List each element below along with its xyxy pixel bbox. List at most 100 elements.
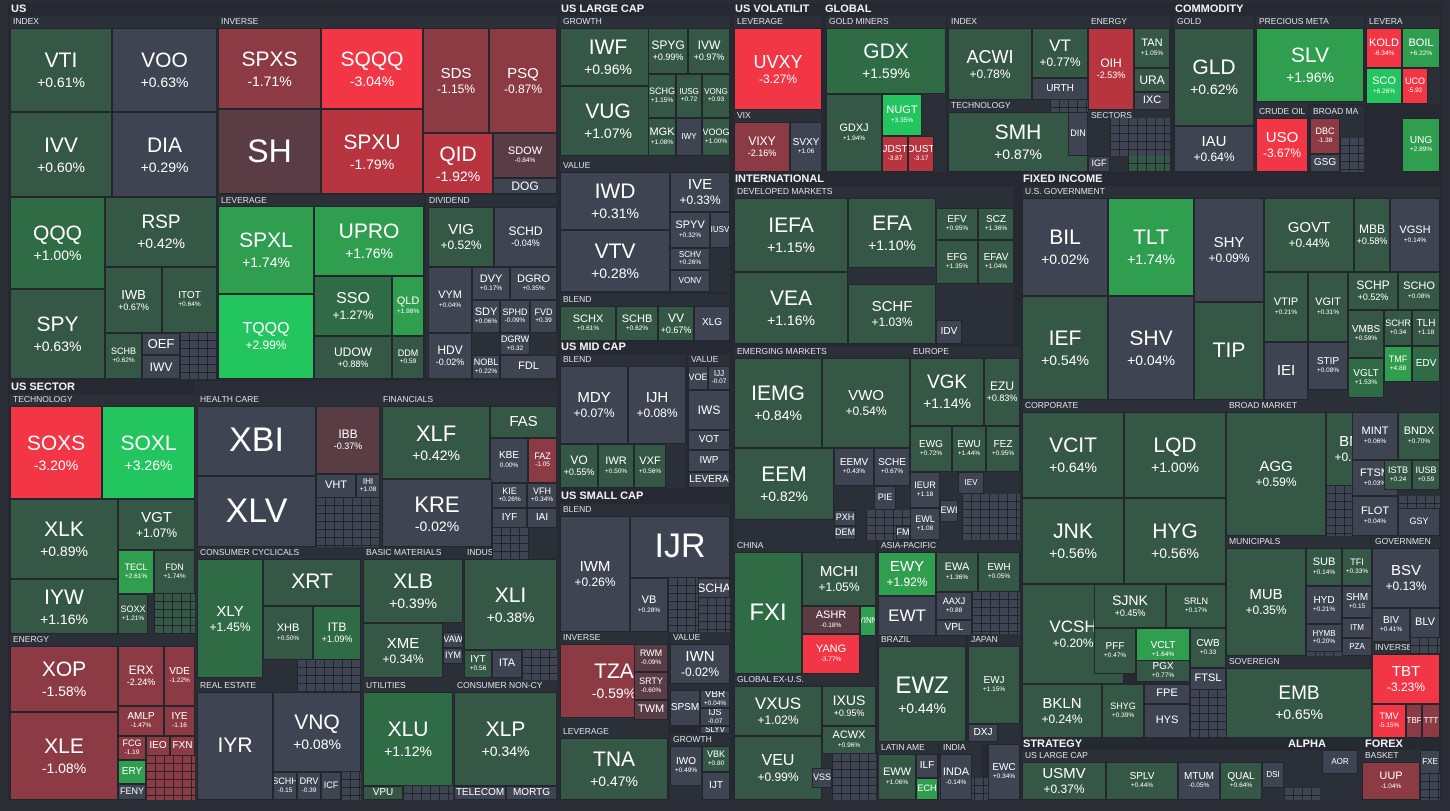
tile-tlh[interactable]: TLH +1.18	[1412, 310, 1440, 346]
tile-ive[interactable]: IVE +0.33%	[670, 172, 730, 212]
tile-vwo[interactable]: VWO +0.54%	[822, 358, 910, 448]
tile-slyv[interactable]: SLYV	[700, 726, 730, 734]
tile-spxl[interactable]: SPXL +1.74%	[218, 206, 314, 294]
tile-splv[interactable]: SPLV +0.44%	[1106, 762, 1178, 800]
tile-ijh[interactable]: IJH +0.08%	[628, 366, 686, 444]
tile-vb[interactable]: VB +0.28%	[630, 578, 668, 632]
tile-vglt[interactable]: VGLT +1.53%	[1348, 358, 1384, 398]
tile-xhb[interactable]: XHB +0.50%	[263, 606, 313, 660]
tile-fdl[interactable]: FDL	[500, 355, 557, 379]
tile-ewu[interactable]: EWU +1.44%	[952, 426, 986, 472]
tile-itb[interactable]: ITB +1.09%	[313, 606, 361, 660]
tile-itot[interactable]: ITOT +0.64%	[162, 267, 217, 333]
tile-spsm[interactable]: SPSM	[670, 690, 700, 726]
tile-mub[interactable]: MUB +0.35%	[1226, 548, 1306, 656]
tile-dust[interactable]: DUST -3.17	[908, 136, 934, 172]
tile-voog[interactable]: VOOG +1.00%	[702, 118, 730, 156]
tile-xlf[interactable]: XLF +0.42%	[382, 406, 490, 479]
tile-dgrw[interactable]: DGRW +0.32	[500, 333, 530, 355]
tile-ddm[interactable]: DDM +0.59	[392, 336, 424, 379]
tile-scz[interactable]: SCZ +1.36%	[978, 208, 1014, 240]
tile-vtv[interactable]: VTV +0.28%	[560, 230, 670, 292]
tile-gdxj[interactable]: GDXJ +1.94%	[826, 94, 882, 172]
tile-vym[interactable]: VYM +0.04%	[428, 267, 472, 333]
tile-vde[interactable]: VDE -1.22%	[164, 646, 195, 706]
tile-xlk[interactable]: XLK +0.89%	[10, 499, 118, 579]
tile-vonv[interactable]: VONV	[670, 270, 710, 292]
tile-uup[interactable]: UUP -1.04%	[1362, 762, 1420, 800]
tile-ura[interactable]: URA	[1134, 68, 1170, 92]
tile-voo[interactable]: VOO +0.63%	[112, 28, 217, 112]
tile-vgit[interactable]: VGIT +0.31%	[1308, 272, 1348, 342]
tile-pxh[interactable]: PXH	[834, 510, 856, 526]
tile-iusb[interactable]: IUSB +0.59	[1412, 460, 1440, 490]
tile-iwy[interactable]: IWY	[676, 118, 702, 156]
tile-ijr[interactable]: IJR	[630, 516, 730, 578]
tile-sphd[interactable]: SPHD -0.09%	[500, 300, 530, 333]
tile-vht[interactable]: VHT	[316, 474, 356, 498]
tile-mchi[interactable]: MCHI +1.05%	[802, 552, 876, 606]
tile-sjnk[interactable]: SJNK +0.45%	[1094, 584, 1166, 628]
tile-spxu[interactable]: SPXU -1.79%	[321, 109, 423, 194]
tile-ixc[interactable]: IXC	[1134, 92, 1170, 110]
tile-xlb[interactable]: XLB +0.39%	[363, 559, 463, 623]
tile-bsv[interactable]: BSV +0.13%	[1372, 548, 1440, 608]
tile-soxs[interactable]: SOXS -3.20%	[10, 406, 102, 499]
tile-aaxj[interactable]: AAXJ +0.88	[936, 592, 972, 620]
tile-ihi[interactable]: IHI +1.08	[356, 474, 380, 498]
tile-ijj[interactable]: IJJ -0.07	[708, 366, 730, 390]
tile-hys[interactable]: HYS	[1144, 704, 1190, 738]
tile-jnk[interactable]: JNK +0.56%	[1022, 498, 1124, 584]
tile-schp[interactable]: SCHP +0.52%	[1348, 272, 1398, 310]
tile-rwm[interactable]: RWM -0.09%	[634, 644, 668, 672]
tile-erx[interactable]: ERX -2.24%	[118, 646, 164, 706]
tile-iwf[interactable]: IWF +0.96%	[560, 28, 656, 86]
tile-dgro[interactable]: DGRO +0.35%	[510, 267, 557, 300]
tile-dvy[interactable]: DVY +0.17%	[472, 267, 510, 300]
tile-tlt[interactable]: TLT +1.74%	[1108, 198, 1194, 296]
tile-fez[interactable]: FEZ +0.95%	[986, 426, 1020, 472]
tile-srty[interactable]: SRTY -0.60%	[634, 672, 668, 700]
tile-xlv[interactable]: XLV	[197, 476, 316, 547]
tile-sso[interactable]: SSO +1.27%	[314, 276, 392, 336]
tile-uso[interactable]: USO -3.67%	[1256, 118, 1308, 172]
tile-iwv[interactable]: IWV	[142, 355, 180, 379]
tile-edv[interactable]: EDV	[1412, 346, 1440, 382]
tile-xlp[interactable]: XLP +0.34%	[454, 692, 557, 786]
tile-ech[interactable]: ECH	[916, 778, 938, 800]
tile-ieur[interactable]: IEUR +1.18	[910, 472, 940, 508]
tile-ivw[interactable]: IVW +0.97%	[688, 28, 730, 74]
tile-psq[interactable]: PSQ -0.87%	[489, 28, 557, 133]
tile-vv[interactable]: VV +0.67%	[658, 306, 694, 341]
tile-mint[interactable]: MINT +0.06%	[1352, 412, 1398, 460]
tile-fxn[interactable]: FXN	[170, 736, 195, 756]
tile-jdst[interactable]: JDST -3.87	[882, 136, 908, 172]
tile-icf[interactable]: ICF	[321, 772, 341, 800]
tile-vss[interactable]: VSS	[812, 768, 832, 788]
tile-sdy[interactable]: SDY +0.06%	[472, 300, 500, 333]
tile-yinn[interactable]: YINN	[860, 606, 876, 636]
tile-dsi[interactable]: DSI	[1262, 762, 1284, 788]
tile-schh[interactable]: SCHH -0.15	[273, 772, 297, 800]
tile-efa[interactable]: EFA +1.10%	[848, 198, 936, 268]
tile-hdv[interactable]: HDV -0.02%	[428, 333, 472, 379]
tile-acwx[interactable]: ACWX +0.96%	[822, 726, 876, 754]
tile-vpl[interactable]: VPL	[936, 620, 972, 636]
tile-iemg[interactable]: IEMG +0.84%	[734, 358, 822, 448]
tile-spyg[interactable]: SPYG +0.99%	[648, 28, 688, 74]
tile-qqq[interactable]: QQQ +1.00%	[10, 197, 105, 289]
tile-iyt[interactable]: IYT +0.56	[464, 650, 492, 678]
tile-qld[interactable]: QLD +1.98%	[392, 276, 424, 336]
tile-xle[interactable]: XLE -1.08%	[10, 712, 118, 800]
tile-pff[interactable]: PFF +0.47%	[1094, 628, 1136, 674]
tile-vfh[interactable]: VFH +0.34%	[527, 483, 557, 508]
tile-vxus[interactable]: VXUS +1.02%	[734, 686, 822, 736]
tile-iusg[interactable]: IUSG +0.72	[676, 74, 702, 118]
tile-xrt[interactable]: XRT	[263, 559, 361, 606]
tile-vaw[interactable]: VAW	[443, 632, 463, 648]
tile-lqd[interactable]: LQD +1.00%	[1124, 412, 1226, 498]
tile-mortg[interactable]: MORTG	[506, 786, 557, 800]
tile-blv[interactable]: BLV	[1410, 608, 1440, 638]
tile-vgsh[interactable]: VGSH +0.14%	[1390, 198, 1440, 272]
tile-smh[interactable]: SMH +0.87%	[948, 112, 1088, 172]
